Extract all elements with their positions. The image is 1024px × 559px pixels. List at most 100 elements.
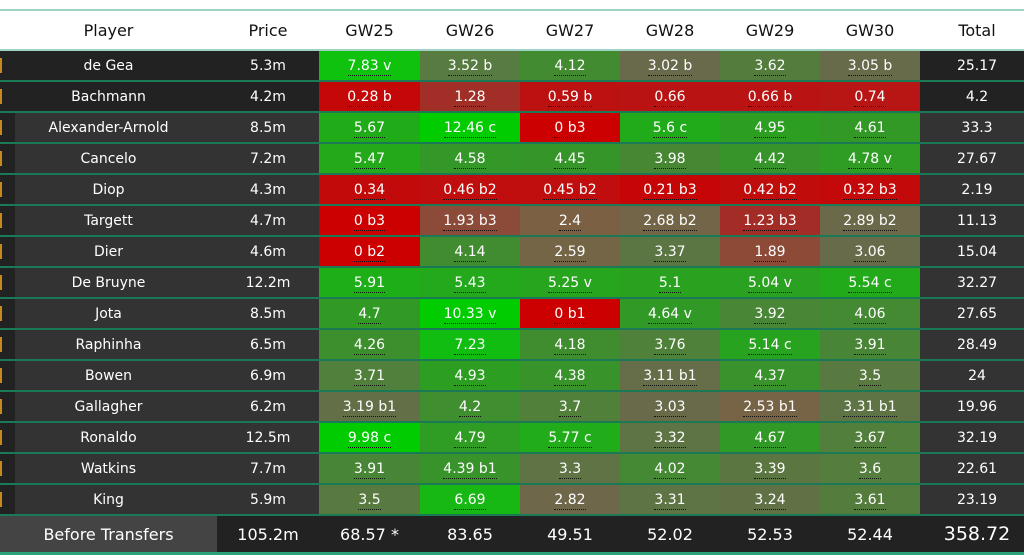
gw-points-cell-text[interactable]: 4.64 v	[648, 305, 692, 324]
gw-points-cell-text[interactable]: 4.18	[554, 336, 586, 355]
gw-points-cell-text[interactable]: 4.67	[754, 429, 786, 448]
gw-points-cell-text[interactable]: 2.89 b2	[843, 212, 897, 231]
gw-points-cell-text[interactable]: 0.42 b2	[743, 181, 797, 200]
gw-points-cell-text[interactable]: 4.26	[353, 336, 386, 355]
column-header-gw29[interactable]: GW29	[720, 10, 820, 51]
gw-points-cell-text[interactable]: 3.5	[858, 367, 882, 386]
gw-points-cell-text[interactable]: 2.68 b2	[643, 212, 697, 231]
gw-points-cell-text[interactable]: 0 b3	[353, 212, 386, 231]
gw-points-cell-text[interactable]: 3.19 b1	[342, 398, 397, 417]
gw-points-cell-text[interactable]: 4.02	[654, 460, 686, 479]
gw-points-cell-text[interactable]: 0.74	[854, 88, 886, 107]
gw-points-cell-text[interactable]: 1.28	[454, 88, 486, 107]
gw-points-cell-text[interactable]: 3.71	[353, 367, 386, 386]
gw-points-cell-text[interactable]: 4.93	[454, 367, 486, 386]
gw-points-cell-text[interactable]: 5.43	[454, 274, 486, 293]
gw-points-cell-text[interactable]: 7.23	[454, 336, 486, 355]
gw-points-cell-text[interactable]: 4.2	[458, 398, 482, 417]
gw-points-cell-text[interactable]: 4.12	[554, 57, 586, 76]
gw-points-cell-text[interactable]: 5.1	[658, 274, 682, 293]
gw-points-cell-text[interactable]: 3.24	[754, 491, 786, 510]
gw-points-cell-text[interactable]: 2.4	[558, 212, 582, 231]
gw-points-cell-text[interactable]: 3.32	[654, 429, 686, 448]
gw-points-cell-text[interactable]: 0.66 b	[747, 88, 793, 107]
gw-points-cell-text[interactable]: 5.91	[353, 274, 386, 293]
gw-points-cell-text[interactable]: 4.14	[454, 243, 486, 262]
gw-points-cell-text[interactable]: 1.23 b3	[743, 212, 797, 231]
gw-points-cell-text[interactable]: 0 b3	[554, 119, 586, 138]
gw-points-cell-text[interactable]: 3.11 b1	[643, 367, 697, 386]
gw-points-cell-text[interactable]: 1.93 b3	[443, 212, 497, 231]
gw-points-cell-text[interactable]: 4.61	[854, 119, 886, 138]
gw-points-cell-text[interactable]: 3.62	[754, 57, 786, 76]
column-header-price[interactable]: Price	[217, 10, 319, 51]
column-header-gw30[interactable]: GW30	[820, 10, 920, 51]
gw-points-cell-text[interactable]: 3.05 b	[847, 57, 893, 76]
gw-points-cell-text[interactable]: 4.39 b1	[443, 460, 497, 479]
gw-points-cell-text[interactable]: 5.67	[353, 119, 386, 138]
gw-points-cell-text[interactable]: 0.28 b	[347, 88, 392, 107]
gw-points-cell-text[interactable]: 5.77 c	[548, 429, 592, 448]
gw-points-cell: 4.78 v	[820, 143, 920, 175]
gw-points-cell-text[interactable]: 5.47	[353, 150, 386, 169]
gw-points-cell-text[interactable]: 4.95	[754, 119, 786, 138]
gw-points-cell-text[interactable]: 3.91	[353, 460, 386, 479]
gw-points-cell-text[interactable]: 3.06	[854, 243, 886, 262]
gw-points-cell-text[interactable]: 0.21 b3	[643, 181, 697, 200]
gw-points-cell-text[interactable]: 5.14 c	[748, 336, 792, 355]
gw-points-cell-text[interactable]: 5.54 c	[848, 274, 892, 293]
gw-points-cell-text[interactable]: 3.98	[654, 150, 686, 169]
gw-points-cell-text[interactable]: 3.7	[558, 398, 582, 417]
gw-points-cell-text[interactable]: 3.61	[854, 491, 886, 510]
column-header-total[interactable]: Total	[920, 10, 1024, 51]
gw-points-cell-text[interactable]: 12.46 c	[443, 119, 497, 138]
column-header-player[interactable]: Player	[0, 10, 217, 51]
gw-points-cell-text[interactable]: 3.31	[654, 491, 686, 510]
gw-points-cell-text[interactable]: 0.46 b2	[443, 181, 497, 200]
gw-points-cell-text[interactable]: 0.59 b	[547, 88, 593, 107]
gw-points-cell-text[interactable]: 6.69	[454, 491, 486, 510]
gw-points-cell-text[interactable]: 4.42	[754, 150, 786, 169]
gw-points-cell-text[interactable]: 2.53 b1	[743, 398, 797, 417]
column-header-gw28[interactable]: GW28	[620, 10, 720, 51]
gw-points-cell-text[interactable]: 3.3	[558, 460, 582, 479]
gw-points-cell-text[interactable]: 9.98 c	[347, 429, 392, 448]
gw-points-cell-text[interactable]: 4.06	[854, 305, 886, 324]
gw-points-cell-text[interactable]: 10.33 v	[443, 305, 497, 324]
gw-points-cell-text[interactable]: 3.31 b1	[843, 398, 897, 417]
gw-points-cell-text[interactable]: 3.39	[754, 460, 786, 479]
gw-points-cell-text[interactable]: 1.89	[754, 243, 786, 262]
gw-points-cell-text[interactable]: 3.67	[854, 429, 886, 448]
column-header-gw26[interactable]: GW26	[420, 10, 520, 51]
gw-points-cell-text[interactable]: 4.37	[754, 367, 786, 386]
gw-points-cell-text[interactable]: 4.7	[358, 305, 381, 324]
gw-points-cell-text[interactable]: 0.34	[353, 181, 386, 200]
gw-points-cell-text[interactable]: 3.52 b	[447, 57, 493, 76]
gw-points-cell-text[interactable]: 5.25 v	[548, 274, 592, 293]
gw-points-cell-text[interactable]: 3.37	[654, 243, 686, 262]
gw-points-cell-text[interactable]: 0.66	[654, 88, 686, 107]
gw-points-cell-text[interactable]: 0 b2	[353, 243, 386, 262]
gw-points-cell-text[interactable]: 4.45	[554, 150, 586, 169]
gw-points-cell-text[interactable]: 3.76	[654, 336, 686, 355]
gw-points-cell-text[interactable]: 4.79	[454, 429, 486, 448]
gw-points-cell-text[interactable]: 0.32 b3	[843, 181, 897, 200]
gw-points-cell-text[interactable]: 5.6 c	[652, 119, 688, 138]
gw-points-cell-text[interactable]: 3.02 b	[647, 57, 693, 76]
gw-points-cell-text[interactable]: 0.45 b2	[543, 181, 597, 200]
column-header-gw27[interactable]: GW27	[520, 10, 620, 51]
gw-points-cell-text[interactable]: 0 b1	[554, 305, 586, 324]
gw-points-cell-text[interactable]: 4.58	[454, 150, 486, 169]
gw-points-cell-text[interactable]: 4.78 v	[848, 150, 892, 169]
gw-points-cell-text[interactable]: 2.59	[554, 243, 586, 262]
gw-points-cell-text[interactable]: 3.03	[654, 398, 686, 417]
gw-points-cell-text[interactable]: 7.83 v	[347, 57, 392, 76]
gw-points-cell-text[interactable]: 4.38	[554, 367, 586, 386]
gw-points-cell-text[interactable]: 3.91	[854, 336, 886, 355]
gw-points-cell-text[interactable]: 2.82	[554, 491, 586, 510]
gw-points-cell-text[interactable]: 5.04 v	[748, 274, 792, 293]
column-header-gw25[interactable]: GW25	[319, 10, 420, 51]
gw-points-cell-text[interactable]: 3.5	[358, 491, 381, 510]
gw-points-cell-text[interactable]: 3.6	[858, 460, 882, 479]
gw-points-cell-text[interactable]: 3.92	[754, 305, 786, 324]
